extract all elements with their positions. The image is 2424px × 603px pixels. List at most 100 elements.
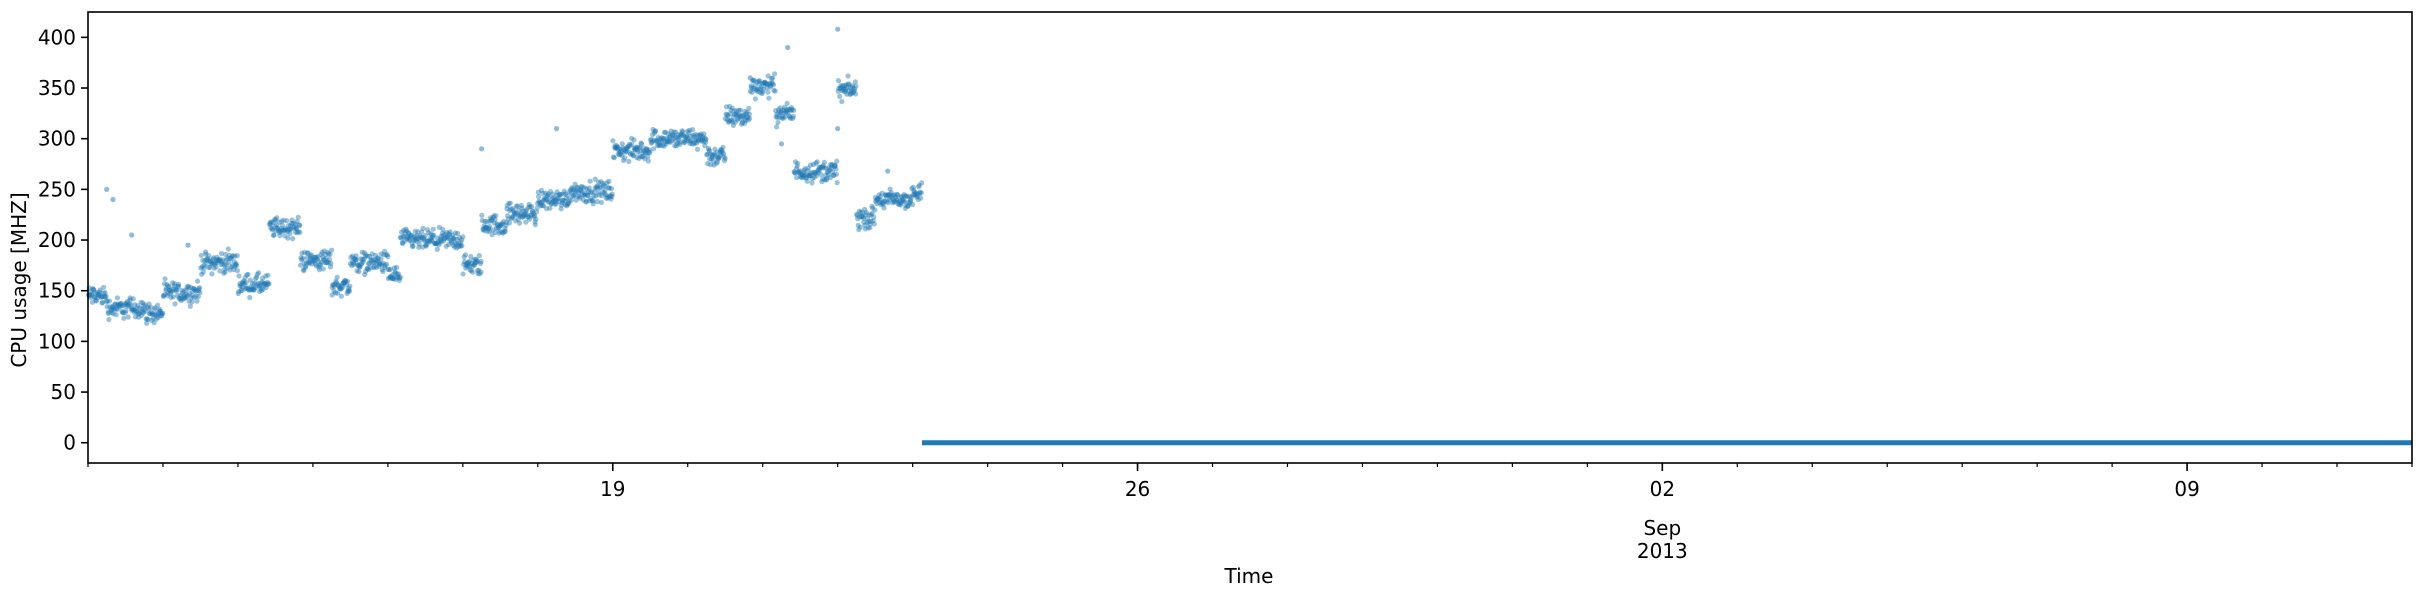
data-point xyxy=(263,273,269,279)
data-point xyxy=(774,111,780,117)
data-point xyxy=(385,275,391,282)
data-point xyxy=(542,197,548,203)
data-point xyxy=(609,191,615,197)
data-point xyxy=(321,248,327,254)
data-point xyxy=(104,304,110,310)
data-point xyxy=(405,230,411,236)
data-point xyxy=(624,145,631,151)
data-point xyxy=(693,137,699,143)
data-point xyxy=(647,137,654,143)
data-point xyxy=(916,182,922,188)
data-point xyxy=(641,145,647,151)
data-point xyxy=(873,198,879,204)
data-point xyxy=(799,172,805,178)
data-point xyxy=(911,192,917,198)
data-point xyxy=(425,238,431,244)
y-tick-label: 400 xyxy=(38,25,76,49)
data-point xyxy=(372,264,378,270)
data-point xyxy=(109,304,115,311)
data-point xyxy=(618,151,624,157)
data-point xyxy=(289,217,295,223)
data-point xyxy=(746,105,752,111)
data-point xyxy=(362,272,368,278)
data-point xyxy=(914,194,920,200)
data-point xyxy=(743,118,749,124)
data-point xyxy=(596,179,602,185)
data-point xyxy=(360,256,366,262)
data-point xyxy=(442,231,448,237)
data-point xyxy=(163,286,169,292)
data-point xyxy=(416,241,422,247)
data-point xyxy=(144,304,151,310)
data-point xyxy=(487,215,494,221)
data-point xyxy=(665,131,672,137)
data-point xyxy=(576,189,582,195)
data-point xyxy=(167,287,173,294)
data-point xyxy=(178,295,184,301)
data-point xyxy=(370,257,376,263)
data-point xyxy=(258,287,265,294)
data-point xyxy=(370,260,376,266)
data-point xyxy=(94,289,100,296)
data-point xyxy=(208,260,214,266)
data-point xyxy=(557,192,563,198)
data-point xyxy=(204,256,210,262)
data-point xyxy=(917,189,923,195)
data-point xyxy=(215,257,221,263)
data-point xyxy=(327,251,333,258)
data-point xyxy=(115,302,121,308)
data-point xyxy=(426,230,432,236)
data-point xyxy=(571,187,577,193)
data-point xyxy=(355,262,361,269)
data-point xyxy=(329,247,335,253)
data-point xyxy=(444,229,450,236)
data-point xyxy=(585,192,591,198)
data-point xyxy=(394,264,400,270)
data-point xyxy=(357,264,363,270)
data-point xyxy=(806,172,812,178)
data-point xyxy=(864,219,870,225)
data-point xyxy=(755,88,761,94)
data-point xyxy=(833,171,840,177)
data-point xyxy=(910,192,916,198)
data-point xyxy=(626,141,633,147)
data-point xyxy=(878,202,884,208)
data-point xyxy=(569,185,575,191)
y-tick-label: 200 xyxy=(38,228,76,252)
data-point xyxy=(508,206,514,212)
data-point xyxy=(137,309,143,315)
data-point xyxy=(698,131,704,137)
data-point xyxy=(295,229,301,235)
data-point xyxy=(566,200,572,206)
data-point xyxy=(862,206,868,212)
data-point xyxy=(246,287,252,293)
data-point xyxy=(630,152,636,158)
data-point xyxy=(497,223,503,229)
data-point xyxy=(617,146,623,152)
data-point xyxy=(716,154,722,160)
data-point xyxy=(515,212,521,218)
data-point xyxy=(517,212,523,218)
data-point xyxy=(622,149,628,155)
data-point xyxy=(919,180,925,186)
data-point xyxy=(450,235,456,241)
data-point xyxy=(147,311,153,317)
data-point xyxy=(584,192,591,198)
data-point xyxy=(191,286,197,292)
data-point xyxy=(308,256,314,263)
data-point xyxy=(260,275,266,281)
data-point xyxy=(404,236,410,242)
data-point xyxy=(511,210,517,216)
data-point xyxy=(866,212,872,218)
data-point xyxy=(121,315,127,321)
data-point xyxy=(622,147,628,154)
data-point xyxy=(367,253,373,259)
data-point xyxy=(492,229,498,236)
data-point xyxy=(320,254,326,260)
data-point xyxy=(880,201,887,207)
data-point xyxy=(577,187,583,193)
data-point xyxy=(907,200,913,206)
x-axis-label: Time xyxy=(1224,564,1274,588)
data-point xyxy=(491,220,497,226)
data-point xyxy=(865,225,871,231)
